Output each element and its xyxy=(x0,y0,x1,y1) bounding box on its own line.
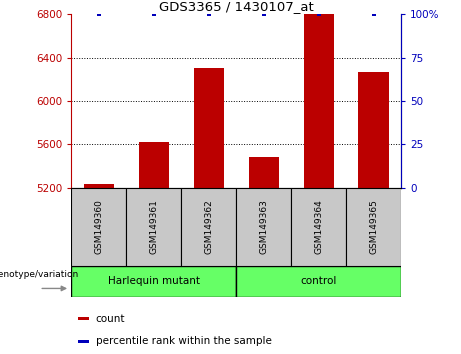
Text: Harlequin mutant: Harlequin mutant xyxy=(108,276,200,286)
Bar xyxy=(303,14,334,188)
Text: GSM149364: GSM149364 xyxy=(314,199,323,254)
Text: control: control xyxy=(301,276,337,286)
Bar xyxy=(346,188,401,266)
Bar xyxy=(84,184,114,188)
Bar xyxy=(139,142,169,188)
Text: GSM149361: GSM149361 xyxy=(149,199,159,254)
Text: GSM149363: GSM149363 xyxy=(259,199,268,254)
Bar xyxy=(126,188,181,266)
Text: genotype/variation: genotype/variation xyxy=(0,270,79,279)
Bar xyxy=(71,188,126,266)
Text: count: count xyxy=(95,314,125,324)
Text: GSM149365: GSM149365 xyxy=(369,199,378,254)
Bar xyxy=(181,188,236,266)
Point xyxy=(150,11,158,17)
Text: GSM149362: GSM149362 xyxy=(204,199,213,254)
Bar xyxy=(78,339,89,343)
Point xyxy=(205,11,213,17)
Bar xyxy=(71,266,236,297)
Point xyxy=(315,11,322,17)
Bar xyxy=(359,72,389,188)
Point xyxy=(260,11,267,17)
Bar xyxy=(194,68,224,188)
Bar xyxy=(248,157,279,188)
Title: GDS3365 / 1430107_at: GDS3365 / 1430107_at xyxy=(159,0,313,13)
Text: GSM149360: GSM149360 xyxy=(95,199,103,254)
Point xyxy=(95,11,103,17)
Point xyxy=(370,11,377,17)
Bar xyxy=(236,266,401,297)
Text: percentile rank within the sample: percentile rank within the sample xyxy=(95,336,272,346)
Bar xyxy=(291,188,346,266)
Bar xyxy=(78,317,89,320)
Bar xyxy=(236,188,291,266)
